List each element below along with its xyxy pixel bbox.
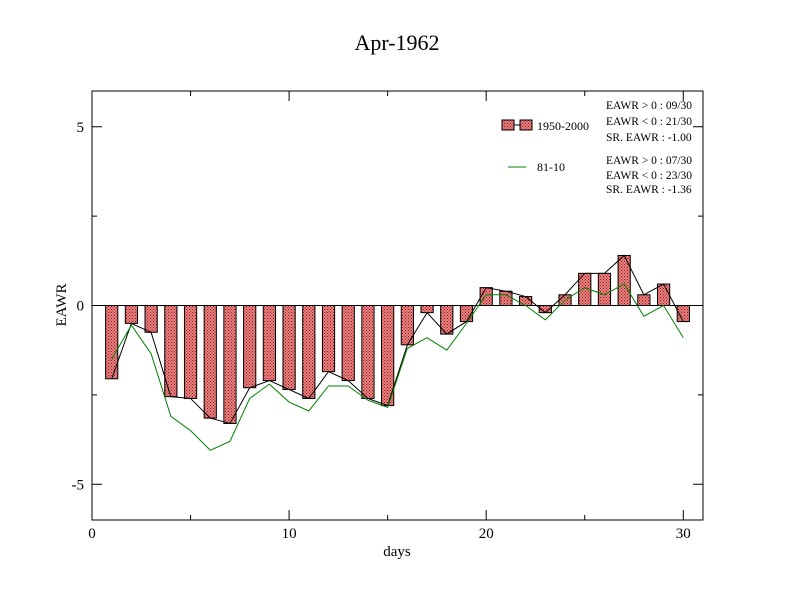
bar-day-20 bbox=[479, 287, 493, 306]
legend-label-1950-2000: 1950-2000 bbox=[537, 119, 589, 133]
bar-day-10 bbox=[282, 305, 296, 391]
bar-day-26 bbox=[597, 272, 612, 307]
bar-day-21 bbox=[499, 290, 513, 307]
stats-1950-2000-negative: EAWR < 0 : 21/30 bbox=[606, 116, 692, 128]
bar-day-22 bbox=[519, 296, 533, 306]
bar-day-2 bbox=[124, 305, 139, 324]
stats-1950-2000-sr: SR. EAWR : -1.00 bbox=[606, 132, 692, 144]
chart-title: Apr-1962 bbox=[354, 30, 439, 55]
bar-day-5 bbox=[183, 305, 198, 399]
y-tick-label: 5 bbox=[77, 120, 85, 136]
bar-day-11 bbox=[302, 305, 316, 399]
y-axis-label: EAWR bbox=[54, 284, 70, 327]
x-tick-label: 10 bbox=[282, 526, 297, 542]
bar-day-13 bbox=[341, 305, 355, 382]
legend-label-81-10: 81-10 bbox=[537, 160, 565, 174]
stats-81-10-negative: EAWR < 0 : 23/30 bbox=[606, 170, 692, 182]
bar-day-16 bbox=[400, 305, 414, 346]
y-tick-label: -5 bbox=[72, 477, 85, 493]
bar-day-7 bbox=[223, 305, 237, 424]
x-tick-label: 0 bbox=[88, 526, 96, 542]
stats-81-10-sr: SR. EAWR : -1.36 bbox=[606, 184, 692, 196]
x-tick-label: 20 bbox=[479, 526, 494, 542]
bar-day-15 bbox=[381, 305, 395, 407]
x-tick-label: 30 bbox=[676, 526, 691, 542]
bar-day-6 bbox=[203, 305, 217, 419]
y-tick-label: 0 bbox=[77, 299, 85, 315]
bar-day-14 bbox=[361, 305, 375, 399]
bar-day-28 bbox=[637, 294, 651, 306]
legend-swatch-1950-2000 bbox=[501, 119, 515, 131]
series-line-1950-2000 bbox=[111, 254, 684, 425]
stats-1950-2000-positive: EAWR > 0 : 09/30 bbox=[606, 100, 692, 112]
bar-day-29 bbox=[656, 283, 671, 306]
bar-day-17 bbox=[420, 305, 434, 314]
legend: 1950-2000 81-10 EAWR > 0 : 09/30 EAWR < … bbox=[501, 100, 692, 196]
bar-day-3 bbox=[144, 305, 158, 333]
series-line-81-10 bbox=[111, 283, 684, 451]
legend-swatch-1950-2000-right bbox=[519, 119, 533, 131]
bar-day-12 bbox=[321, 305, 336, 373]
stats-81-10-positive: EAWR > 0 : 07/30 bbox=[606, 155, 692, 167]
bar-day-9 bbox=[262, 305, 276, 382]
x-axis-label: days bbox=[383, 544, 411, 560]
bar-day-8 bbox=[243, 305, 257, 389]
